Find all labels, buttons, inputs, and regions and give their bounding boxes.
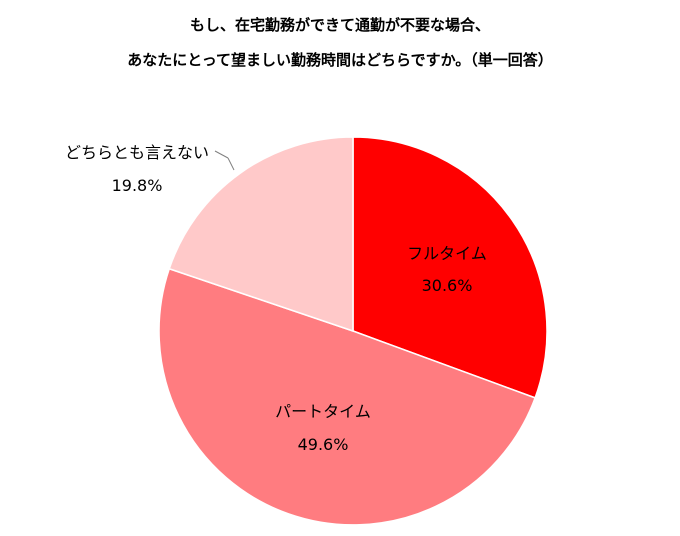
- chart-title-line-1: もし、在宅勤務ができて通勤が不要な場合、: [189, 16, 490, 34]
- slice-value-undecided: 19.8%: [112, 176, 163, 195]
- chart-title: もし、在宅勤務ができて通勤が不要な場合、 あなたにとって望ましい勤務時間はどちら…: [0, 8, 680, 78]
- slice-label-full-time: フルタイム: [407, 244, 487, 263]
- leader-line-segment: [227, 157, 235, 171]
- pie-slices: [158, 136, 548, 526]
- pie-slice-full-time: [352, 136, 548, 399]
- chart-title-line-2: あなたにとって望ましい勤務時間はどちらですか。（単一回答）: [127, 51, 553, 69]
- slice-label-part-time: パートタイム: [275, 402, 371, 421]
- slice-label-undecided: どちらとも言えない: [65, 143, 209, 162]
- leader-line: [214, 150, 229, 159]
- slice-value-full-time: 30.6%: [422, 276, 473, 295]
- pie-slice-undecided: [168, 136, 354, 333]
- pie-slice-part-time: [158, 267, 537, 526]
- slice-value-part-time: 49.6%: [298, 435, 349, 454]
